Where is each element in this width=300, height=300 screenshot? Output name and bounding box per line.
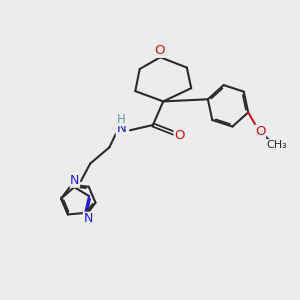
- Text: N: N: [83, 212, 93, 225]
- Text: O: O: [154, 44, 165, 57]
- Text: N: N: [116, 122, 126, 135]
- Text: O: O: [174, 129, 185, 142]
- Text: CH₃: CH₃: [267, 140, 287, 150]
- Text: O: O: [255, 125, 266, 138]
- Text: H: H: [117, 112, 125, 126]
- Text: N: N: [70, 174, 80, 187]
